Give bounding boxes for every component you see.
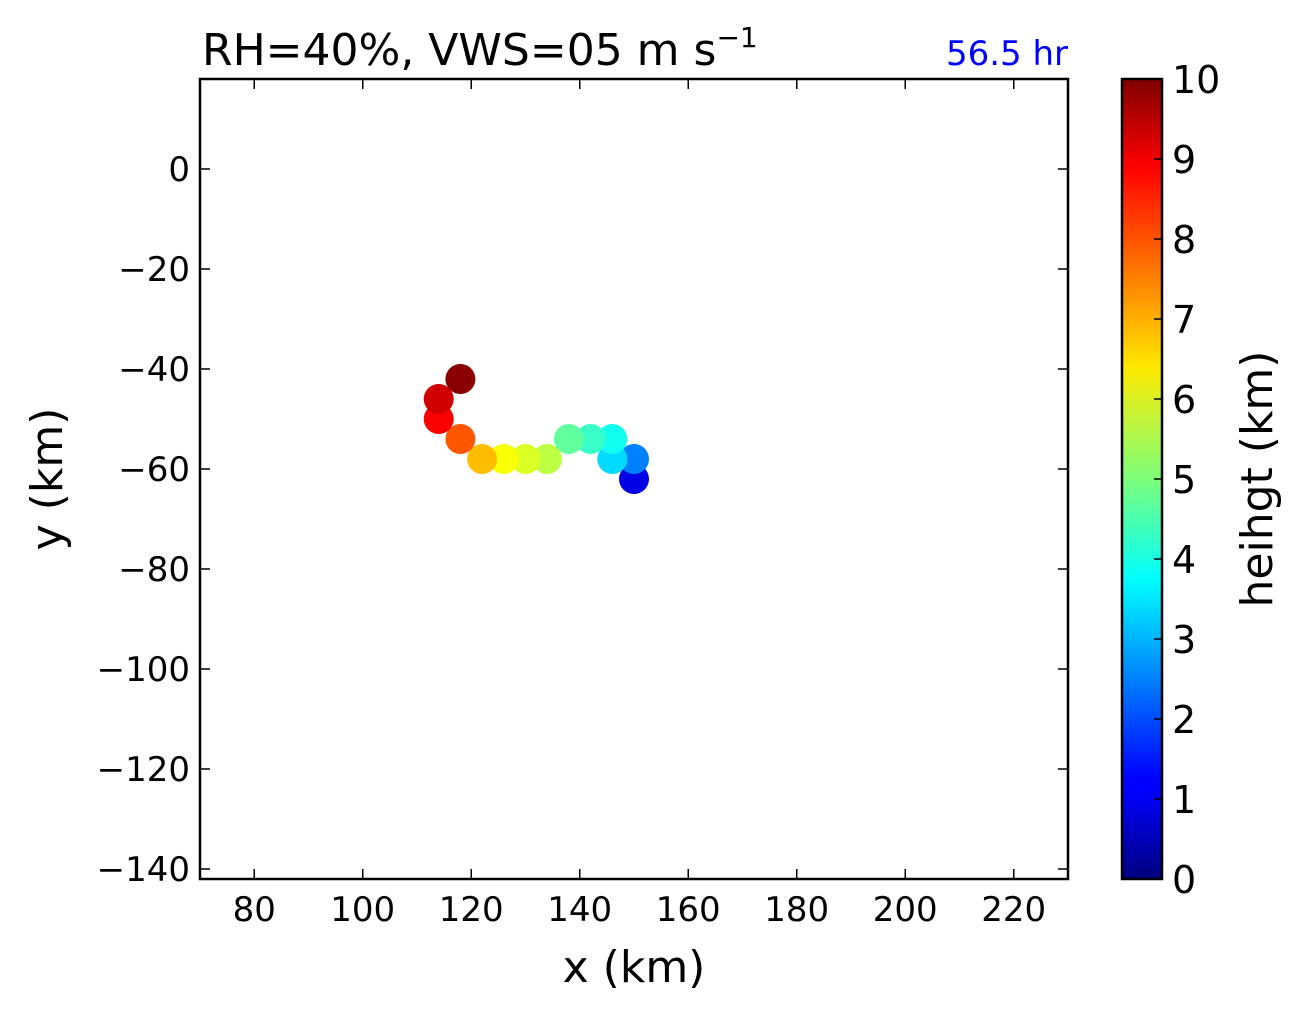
colorbar-label: heihgt (km)	[1232, 351, 1283, 608]
colorbar-tick-label: 5	[1172, 458, 1196, 502]
y-tick-label: −80	[118, 550, 190, 590]
chart-title-superscript: −1	[716, 21, 757, 54]
scatter-point	[445, 364, 476, 394]
x-axis-ticks: 80 100 120 140 160 180 200 220	[233, 79, 1046, 930]
x-tick-label: 80	[233, 890, 276, 930]
y-axis-ticks: 0 −20 −40 −60 −80 −100 −120 −140	[97, 150, 1068, 890]
colorbar-tick-label: 8	[1172, 218, 1196, 262]
plot-frame	[198, 77, 1070, 881]
colorbar-tick-label: 0	[1172, 858, 1196, 902]
scatter-point	[423, 384, 454, 414]
x-tick-label: 200	[873, 890, 938, 930]
colorbar-tick-label: 2	[1172, 698, 1196, 742]
x-tick-label: 220	[981, 890, 1046, 930]
chart-title: RH=40%, VWS=05 m s−1	[202, 21, 758, 76]
x-tick-label: 120	[439, 890, 504, 930]
scatter-points	[423, 364, 649, 494]
colorbar-tick-label: 10	[1172, 58, 1220, 102]
colorbar-tick-label: 3	[1172, 618, 1196, 662]
scatter-point	[488, 444, 519, 474]
scatter-point	[553, 424, 584, 454]
x-tick-label: 140	[547, 890, 612, 930]
y-tick-label: −100	[97, 650, 190, 690]
chart-title-main: RH=40%, VWS=05 m s	[202, 25, 716, 76]
colorbar-ticks: 0 1 2 3 4 5 6 7 8 9 10	[1154, 58, 1220, 902]
time-annotation: 56.5 hr	[946, 34, 1068, 74]
scatter-point	[532, 444, 563, 474]
y-tick-label: −120	[97, 750, 190, 790]
x-tick-label: 180	[764, 890, 829, 930]
y-tick-label: −140	[97, 850, 190, 890]
scatter-point	[597, 424, 628, 454]
y-axis-label: y (km)	[22, 408, 73, 551]
x-tick-label: 160	[656, 890, 721, 930]
colorbar-tick-label: 4	[1172, 538, 1196, 582]
plot-area: 80 100 120 140 160 180 200 220 0 −20 −40 −60 −80 −10…	[97, 77, 1070, 930]
scatter-point	[467, 444, 498, 474]
colorbar-tick-label: 9	[1172, 138, 1196, 182]
scatter-point	[445, 424, 476, 454]
colorbar-tick-label: 7	[1172, 298, 1196, 342]
x-tick-label: 100	[330, 890, 395, 930]
y-tick-label: −60	[118, 450, 190, 490]
colorbar: 0 1 2 3 4 5 6 7 8 9 10 heihgt (km)	[1120, 58, 1283, 902]
scatter-point	[510, 444, 541, 474]
y-tick-label: −40	[118, 350, 190, 390]
x-axis-label: x (km)	[563, 942, 706, 993]
y-tick-label: −20	[118, 250, 190, 290]
scatter-point	[575, 424, 606, 454]
y-tick-label: 0	[168, 150, 190, 190]
colorbar-tick-label: 6	[1172, 378, 1196, 422]
colorbar-tick-label: 1	[1172, 778, 1196, 822]
scatter-point	[619, 444, 649, 474]
